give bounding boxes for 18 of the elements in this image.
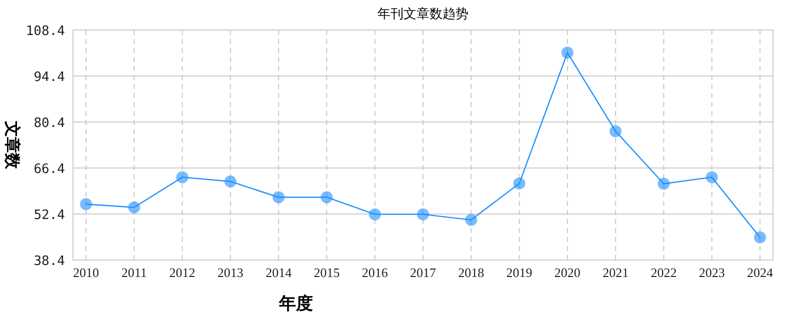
point: [272, 191, 285, 204]
point: [513, 177, 526, 190]
point: [80, 198, 92, 210]
point: [417, 208, 429, 220]
xlabel: 年度: [279, 294, 313, 313]
point: [610, 125, 622, 138]
point: [465, 214, 478, 226]
point: [706, 171, 718, 184]
ylabel: 文章数: [3, 121, 20, 169]
point: [754, 231, 766, 244]
point: [368, 208, 381, 220]
title: 年刊文章数趋势: [378, 6, 468, 21]
point: [320, 191, 333, 204]
point: [224, 175, 236, 188]
point: [658, 178, 670, 190]
point: [176, 171, 188, 184]
point: [561, 46, 574, 59]
point: [128, 201, 140, 214]
